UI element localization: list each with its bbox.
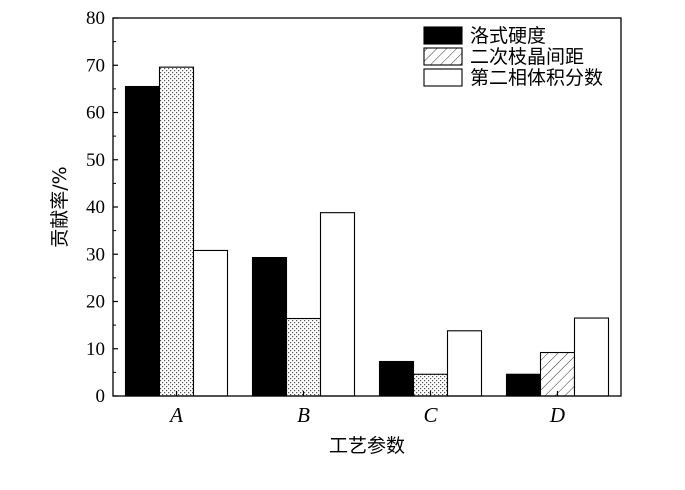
bar-a-series-2: [158, 66, 195, 397]
y-tick-label: 40: [86, 197, 105, 218]
y-tick-label: 70: [86, 55, 105, 76]
y-tick-label: 20: [86, 292, 105, 313]
legend-label-2: 二次枝晶间距: [470, 46, 584, 68]
bar-c-series-3: [446, 330, 483, 397]
y-tick-label: 0: [96, 386, 106, 407]
bar-b-series-1: [251, 257, 288, 397]
bar-b-series-2: [285, 317, 322, 397]
y-tick-label: 30: [86, 244, 105, 265]
bar-b-series-3: [319, 212, 356, 397]
bars-group: [124, 66, 610, 397]
y-tick-label: 80: [86, 8, 105, 29]
x-tick-label-c: C: [423, 403, 438, 427]
x-tick-label-a: A: [168, 403, 183, 427]
y-tick-label: 10: [86, 339, 105, 360]
legend-swatch-1: [423, 26, 463, 45]
y-ticks: 0 10 20 30 40 50 60 70 80: [86, 8, 118, 407]
bar-d-series-3: [573, 317, 610, 397]
x-tick-label-b: B: [297, 403, 310, 427]
x-ticks: A B C D: [168, 391, 565, 427]
bar-c-series-1: [378, 360, 415, 397]
legend-swatch-2: [423, 47, 463, 66]
x-axis-label: 工艺参数: [329, 435, 405, 457]
bar-d-series-1: [505, 373, 542, 397]
y-tick-label: 50: [86, 150, 105, 171]
legend-label-3: 第二相体积分数: [470, 67, 603, 89]
x-tick-label-d: D: [549, 403, 565, 427]
legend-label-1: 洛式硬度: [470, 25, 546, 47]
legend-swatch-3: [423, 68, 463, 87]
y-axis-label: 贡献率/%: [49, 166, 71, 247]
bar-a-series-3: [192, 249, 229, 397]
bar-d-series-2: [539, 351, 576, 397]
y-tick-label: 60: [86, 103, 105, 124]
bar-a-series-1: [124, 85, 161, 397]
